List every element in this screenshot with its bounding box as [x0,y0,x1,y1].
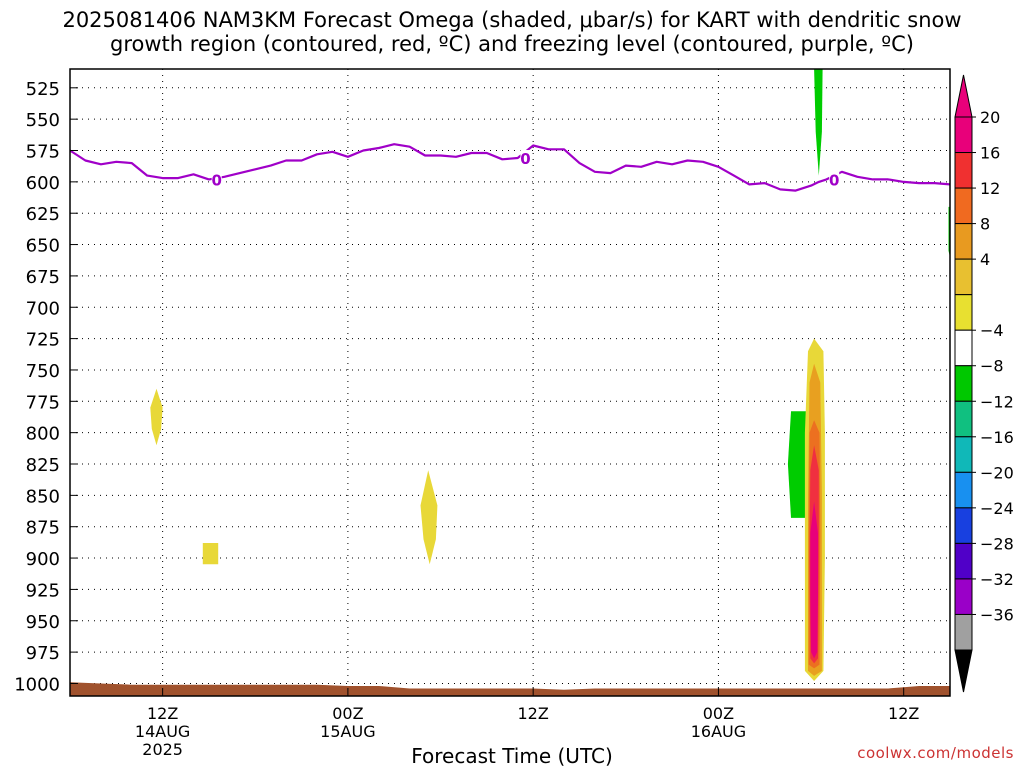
colorbar-segment [954,400,973,438]
colorbar-segment [954,365,973,402]
freezing-level-label: 0 [520,150,530,168]
y-tick-label: 625 [26,204,60,225]
contour-label-bg [520,150,531,167]
colorbar-segment [954,329,973,367]
x-tick-label: 00Z [332,704,363,723]
y-tick-label: 700 [26,298,60,319]
colorbar-segment [954,116,973,154]
grid [70,69,950,696]
x-tick-date: 15AUG [320,722,375,741]
y-tick-label: 975 [26,643,60,664]
y-axis: 525 550 575 600 625 650 675 700 725 750 775 800 825 8… [14,79,78,695]
y-tick-label: 675 [26,267,60,288]
colorbar-segment [954,436,973,473]
contour-label-bg [829,171,840,188]
x-tick-label: 12Z [517,704,548,723]
y-tick-label: 925 [26,580,60,601]
y-tick-label: 650 [26,236,60,257]
omega-region [420,470,438,565]
y-tick-label: 950 [26,612,60,633]
colorbar-label: −8 [980,357,1004,376]
colorbar-segment [954,152,973,189]
x-tick-date: 14AUG [135,722,190,741]
terrain-fill [70,682,950,696]
plot-frame [69,68,951,697]
chart-title-line2: growth region (contoured, red, ºC) and f… [110,32,914,56]
colorbar-segment [954,187,973,225]
y-tick-label: 575 [26,142,60,163]
x-tick-label: 00Z [703,704,734,723]
y-tick-label: 550 [26,110,60,131]
colorbar-label: −36 [980,605,1014,624]
y-tick-label: 750 [26,361,60,382]
y-tick-label: 1000 [14,674,60,695]
colorbar-label: −12 [980,392,1014,411]
y-tick-label: 825 [26,455,60,476]
colorbar-label: −16 [980,428,1014,447]
omega-region [814,69,823,176]
colorbar-segment [954,471,973,509]
y-tick-label: 775 [26,392,60,413]
y-tick-label: 725 [26,330,60,351]
site-credit: coolwx.com/models [857,744,1014,762]
terrain [70,682,950,696]
colorbar-label: −20 [980,463,1014,482]
colorbar-label: 12 [980,179,1000,198]
colorbar-segment [954,578,973,615]
colorbar-segment [954,613,973,651]
omega-region [150,388,163,446]
y-tick-label: 850 [26,486,60,507]
colorbar-segment [954,294,973,331]
colorbar-segment [954,507,973,544]
chart-title-line1: 2025081406 NAM3KM Forecast Omega (shaded… [62,8,962,32]
colorbar-top-arrow [954,74,973,118]
omega-shading [150,69,950,681]
omega-region [810,501,818,659]
freezing-level: 0 0 0 [70,143,950,192]
y-tick-label: 600 [26,173,60,194]
omega-region [787,411,807,518]
x-tick-year: 2025 [142,740,183,759]
colorbar-label: 16 [980,144,1000,163]
colorbar-label: −4 [980,321,1004,340]
colorbar-bottom-arrow [954,649,973,693]
freezing-level-label: 0 [829,171,839,189]
colorbar-label: 4 [980,250,990,269]
x-axis-title: Forecast Time (UTC) [411,744,613,768]
colorbar-label: 20 [980,108,1000,127]
colorbar-segment [954,542,973,580]
y-tick-label: 900 [26,549,60,570]
x-tick-label: 12Z [147,704,178,723]
y-tick-label: 525 [26,79,60,100]
colorbar-label: −32 [980,570,1014,589]
contour-label-bg [211,171,222,188]
colorbar-label: −28 [980,534,1014,553]
colorbar: 20 16 12 8 4 −4 −8 −12 −16 −20 −24 −28 −32 −36 [954,74,1014,693]
omega-region [202,543,219,565]
colorbar-label: −24 [980,499,1014,518]
y-tick-label: 800 [26,424,60,445]
colorbar-segment [954,258,973,296]
freezing-level-label: 0 [211,171,221,189]
colorbar-segment [954,223,973,260]
x-tick-label: 12Z [888,704,919,723]
y-tick-label: 875 [26,518,60,539]
x-tick-date: 16AUG [691,722,746,741]
colorbar-label: 8 [980,215,990,234]
